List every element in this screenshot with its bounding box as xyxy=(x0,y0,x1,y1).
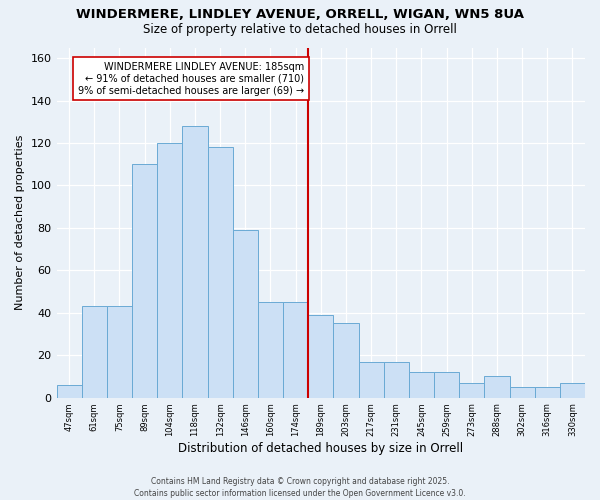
Bar xyxy=(509,387,535,398)
Bar xyxy=(484,376,509,398)
Bar xyxy=(560,383,585,398)
Bar xyxy=(56,385,82,398)
Bar xyxy=(308,315,334,398)
Bar xyxy=(535,387,560,398)
Text: Contains HM Land Registry data © Crown copyright and database right 2025.
Contai: Contains HM Land Registry data © Crown c… xyxy=(134,476,466,498)
Bar xyxy=(107,306,132,398)
Bar xyxy=(359,362,383,398)
Bar xyxy=(283,302,308,398)
Text: WINDERMERE, LINDLEY AVENUE, ORRELL, WIGAN, WN5 8UA: WINDERMERE, LINDLEY AVENUE, ORRELL, WIGA… xyxy=(76,8,524,20)
Y-axis label: Number of detached properties: Number of detached properties xyxy=(15,135,25,310)
Bar xyxy=(334,324,359,398)
Bar xyxy=(409,372,434,398)
Bar xyxy=(132,164,157,398)
X-axis label: Distribution of detached houses by size in Orrell: Distribution of detached houses by size … xyxy=(178,442,463,455)
Bar xyxy=(82,306,107,398)
Bar xyxy=(208,148,233,398)
Bar xyxy=(157,143,182,398)
Bar xyxy=(182,126,208,398)
Text: Size of property relative to detached houses in Orrell: Size of property relative to detached ho… xyxy=(143,22,457,36)
Text: WINDERMERE LINDLEY AVENUE: 185sqm
← 91% of detached houses are smaller (710)
9% : WINDERMERE LINDLEY AVENUE: 185sqm ← 91% … xyxy=(78,62,304,96)
Bar xyxy=(258,302,283,398)
Bar xyxy=(459,383,484,398)
Bar xyxy=(434,372,459,398)
Bar xyxy=(383,362,409,398)
Bar xyxy=(233,230,258,398)
